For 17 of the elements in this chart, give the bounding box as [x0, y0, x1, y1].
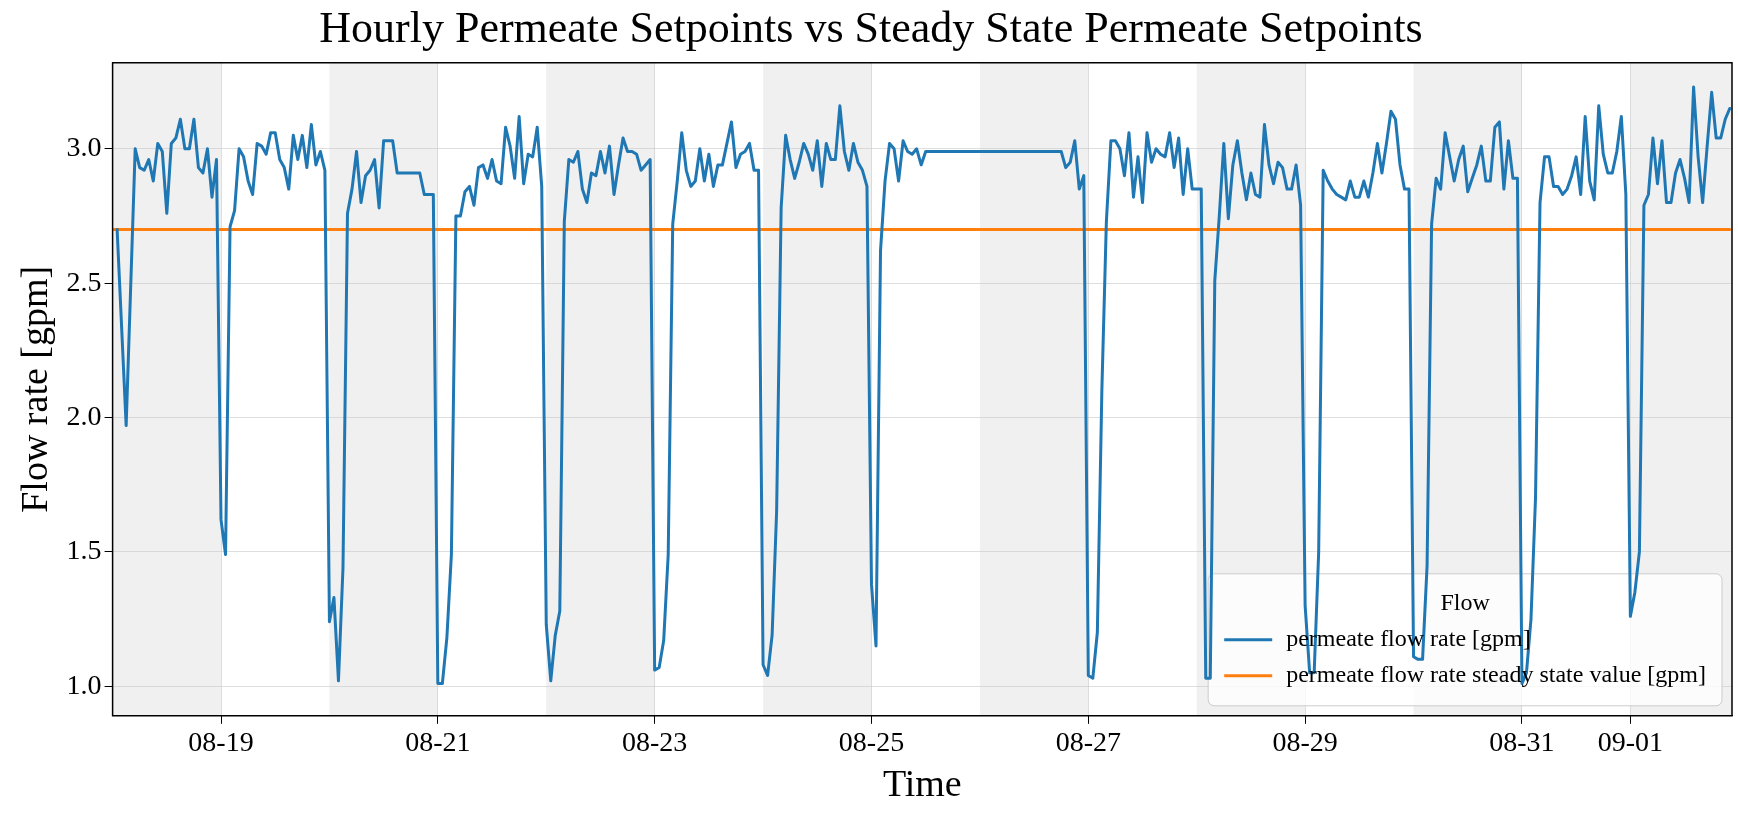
y-tick-label: 2.0: [66, 399, 102, 431]
chart-title: Hourly Permeate Setpoints vs Steady State Permeate Setpoints: [319, 2, 1423, 52]
x-tick-label: 08-25: [838, 725, 905, 757]
x-tick-label: 08-19: [188, 725, 254, 757]
x-tick-label: 08-29: [1272, 725, 1338, 757]
x-tick-label: 08-27: [1055, 725, 1121, 757]
legend-title: Flow: [1440, 589, 1491, 616]
y-axis-title: Flow rate [gpm]: [12, 265, 55, 513]
y-tick-label: 3.0: [66, 131, 102, 163]
x-tick-label: 08-23: [621, 725, 688, 757]
x-tick-label: 08-31: [1489, 725, 1555, 757]
y-tick-label: 2.5: [66, 265, 102, 297]
x-tick-label: 08-21: [405, 725, 471, 757]
x-tick-label: 09-01: [1597, 725, 1664, 757]
x-axis-title: Time: [882, 762, 962, 805]
y-tick-label: 1.0: [66, 668, 102, 700]
y-tick-label: 1.5: [66, 534, 102, 566]
